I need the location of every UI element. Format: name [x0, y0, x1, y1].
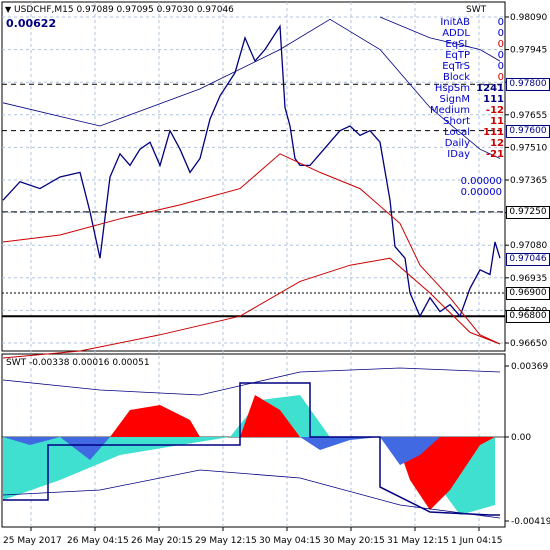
red-area [240, 395, 300, 437]
ma-slow-line [2, 257, 501, 359]
info-row: IDay -21 [400, 149, 504, 160]
info-value: 12 [490, 138, 504, 149]
indicator-label: SWT [466, 5, 487, 15]
info-row: InitAB 0 [400, 17, 504, 28]
price-box: 0.97800 [506, 78, 550, 92]
info-panel: InitAB 0 ADDL 0 EqSL 0 EqTP 0 EqTrS 0 Block 0 HspSm 1… [400, 17, 504, 160]
blue-area [3, 437, 110, 460]
info-row: Block 0 [400, 72, 504, 83]
price-box: 0.96900 [506, 287, 550, 300]
osc-lower-band [2, 469, 501, 519]
time-tick-label: 30 May 04:15 [259, 536, 321, 546]
info-value: 11 [490, 116, 504, 127]
blue-area [300, 437, 440, 465]
info-key: Local [444, 127, 470, 138]
ohlc-values: 0.97089 0.97095 0.97030 0.97046 [76, 5, 234, 15]
price-tick-label: 0.96650 [510, 339, 547, 349]
ma-fast-line [2, 153, 501, 345]
oscillator-series [2, 367, 505, 519]
info-key: EqTP [445, 50, 470, 61]
info-value: 0 [497, 61, 504, 72]
info-value: 0 [497, 50, 504, 61]
time-tick-label: 25 May 2017 [3, 536, 62, 546]
info-key: IDay [447, 149, 470, 160]
info-key: HspSm [434, 83, 470, 94]
turquoise-area [3, 437, 230, 500]
info-key: Medium [430, 105, 470, 116]
sub-plot-frame [1, 353, 506, 528]
info-row: Short 11 [400, 116, 504, 127]
info-value: 111 [483, 94, 504, 105]
info-row: Local 111 [400, 127, 504, 138]
price-tick-label: 0.98090 [510, 13, 547, 23]
price-tick-label: 0.97365 [510, 176, 547, 186]
price-tick-label: 0.97080 [510, 241, 547, 251]
sub-tick-label: -0.00419 [511, 517, 550, 527]
info-row: EqTrS 0 [400, 61, 504, 72]
info-row: ADDL 0 [400, 28, 504, 39]
info-value: 0 [497, 28, 504, 39]
info-value: 0 [497, 72, 504, 83]
extra-value: 0.00000 [460, 187, 502, 198]
time-tick-label: 26 May 20:15 [131, 536, 193, 546]
sub-tick-label: 0.00 [511, 433, 531, 443]
spread-value: 0.00622 [6, 17, 57, 30]
price-box: 0.96800 [506, 310, 550, 324]
info-value: 0 [497, 17, 504, 28]
info-value: 0 [497, 39, 504, 50]
price-tick-label: 0.96935 [510, 274, 547, 284]
info-row: EqSL 0 [400, 39, 504, 50]
red-area [110, 405, 200, 437]
extra-value: 0.00000 [460, 176, 502, 187]
extra-values: 0.00000 0.00000 [440, 176, 502, 198]
info-row: HspSm 1241 [400, 83, 504, 94]
time-tick-label: 1 Jun 04:15 [451, 536, 502, 546]
info-value: -21 [485, 149, 504, 160]
price-line [2, 24, 501, 318]
level-lines [2, 83, 505, 318]
time-tick-label: 31 May 12:15 [387, 536, 449, 546]
chart-header: ▼ USDCHF,M15 0.97089 0.97095 0.97030 0.9… [5, 5, 234, 15]
info-row: Medium -12 [400, 105, 504, 116]
symbol-timeframe: USDCHF,M15 [14, 5, 74, 15]
info-value: 111 [483, 127, 504, 138]
info-value: -12 [485, 105, 504, 116]
info-row: EqTP 0 [400, 50, 504, 61]
info-row: Daily 12 [400, 138, 504, 149]
info-value: 1241 [476, 83, 504, 94]
info-key: Short [443, 116, 470, 127]
band-top-line [379, 16, 501, 62]
time-axis: 25 May 2017 26 May 04:15 26 May 20:15 29 Ma… [3, 527, 502, 546]
red-area [395, 437, 495, 510]
info-key: ADDL [442, 28, 470, 39]
info-key: Daily [444, 138, 470, 149]
step-line [3, 382, 500, 516]
price-tick-label: 0.97510 [510, 143, 547, 153]
info-row: SignM 111 [400, 94, 504, 105]
main-plot-frame [1, 1, 506, 352]
price-tick-label: 0.97945 [510, 46, 547, 56]
time-tick-label: 30 May 20:15 [323, 536, 385, 546]
time-tick-label: 26 May 04:15 [67, 536, 129, 546]
price-series [2, 16, 501, 359]
price-box: 0.97046 [506, 253, 550, 267]
price-box: 0.97250 [506, 205, 550, 219]
info-key: InitAB [440, 17, 470, 28]
price-tick-label: 0.97655 [510, 111, 547, 121]
info-key: EqSL [445, 39, 470, 50]
info-key: SignM [439, 94, 470, 105]
sub-tick-label: 0.00369 [511, 362, 548, 372]
osc-upper-band [2, 367, 501, 396]
dropdown-arrow-icon[interactable]: ▼ [5, 5, 12, 14]
sub-window-label: SWT -0.00338 0.00016 0.00051 [6, 358, 150, 368]
time-tick-label: 29 May 12:15 [195, 536, 257, 546]
info-key: Block [442, 72, 470, 83]
info-key: EqTrS [442, 61, 470, 72]
price-box: 0.97600 [506, 124, 550, 138]
band-upper-line [2, 18, 501, 159]
